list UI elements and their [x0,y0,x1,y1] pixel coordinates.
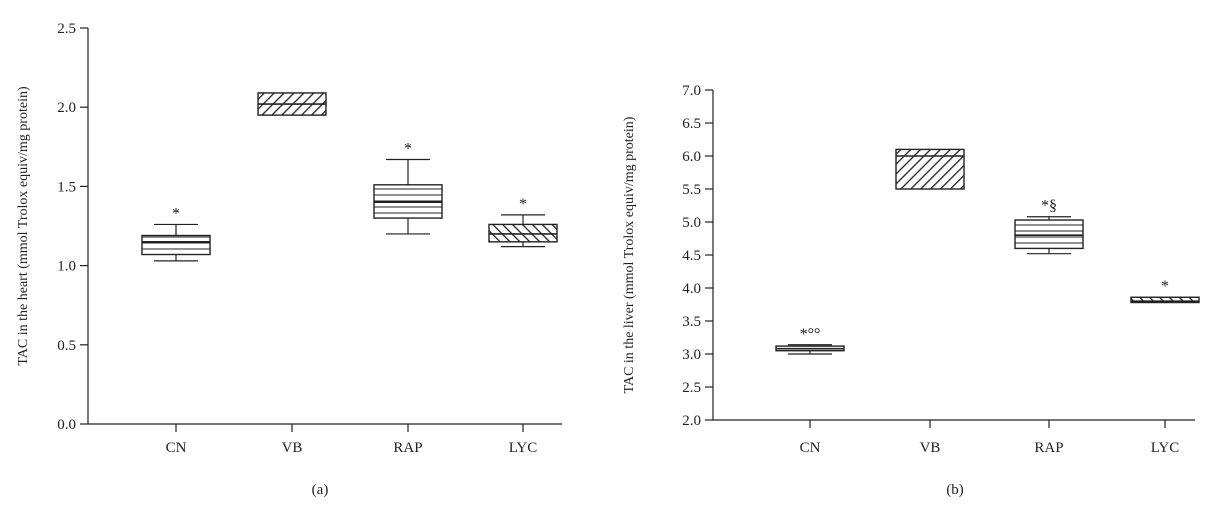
panel-a-ytick-label: 2.5 [57,21,76,37]
panel-a-ytick-label: 0.0 [57,417,76,433]
panel-a-box-rap: * [373,140,443,235]
significance-annotation: *§ [1041,198,1057,215]
panel-a-ytick-label: 1.0 [57,259,76,275]
significance-annotation: * [172,205,180,222]
panel-a-box-vb [257,92,327,116]
panel-b-ytick-label: 6.5 [682,116,701,132]
panel-a-ytick-label: 0.5 [57,338,76,354]
box-body [141,234,211,256]
panel-b-box-rap: *§ [1014,198,1084,255]
panel-b-box-cn: *°° [775,326,845,355]
panel-a-category-label: CN [166,440,187,456]
panel-a-ytick-label: 1.5 [57,179,76,195]
panel-a-ytick-label: 2.0 [57,100,76,116]
significance-annotation: *°° [800,326,821,343]
panel-b-ytick-label: 7.0 [682,83,701,99]
significance-annotation: * [519,196,527,213]
panel-b-label: (b) [946,482,964,498]
panel-a: (a) TAC in the heart (mmol Trolox equiv/… [16,21,562,498]
panel-a-label: (a) [312,482,329,498]
panel-b-ytick-label: 2.5 [682,380,701,396]
panel-b-ytick-label: 4.0 [682,281,701,297]
panel-b-category-label: RAP [1034,440,1063,456]
box-body [1014,219,1084,250]
panel-a-box-cn: * [141,205,211,262]
panel-b-ytick-label: 6.0 [682,149,701,165]
panel-b-ytick-label: 5.5 [682,182,701,198]
panel-b-ytick-label: 3.5 [682,314,701,330]
panel-b-box-lyc: * [1130,278,1200,304]
panel-b-category-label: LYC [1151,440,1180,456]
panel-b: (b) TAC in the liver (mmol Trolox equiv/… [622,83,1200,498]
panel-a-box-lyc: * [488,196,558,248]
panel-b-category-label: VB [920,440,941,456]
panel-b-box-vb [895,148,965,190]
panel-a-category-label: VB [282,440,303,456]
panel-b-ytick-label: 5.0 [682,215,701,231]
panel-b-ylabel: TAC in the liver (mmol Trolox equiv/mg p… [622,116,637,393]
significance-annotation: * [404,140,412,157]
significance-annotation: * [1161,278,1169,295]
box-body [1130,296,1200,304]
panel-a-category-label: RAP [393,440,422,456]
panel-a-ylabel: TAC in the heart (mmol Trolox equiv/mg p… [16,86,31,366]
panel-a-category-label: LYC [509,440,538,456]
panel-b-category-label: CN [800,440,821,456]
panel-b-ytick-label: 3.0 [682,347,701,363]
panel-b-ytick-label: 4.5 [682,248,701,264]
panel-b-ytick-label: 2.0 [682,413,701,429]
